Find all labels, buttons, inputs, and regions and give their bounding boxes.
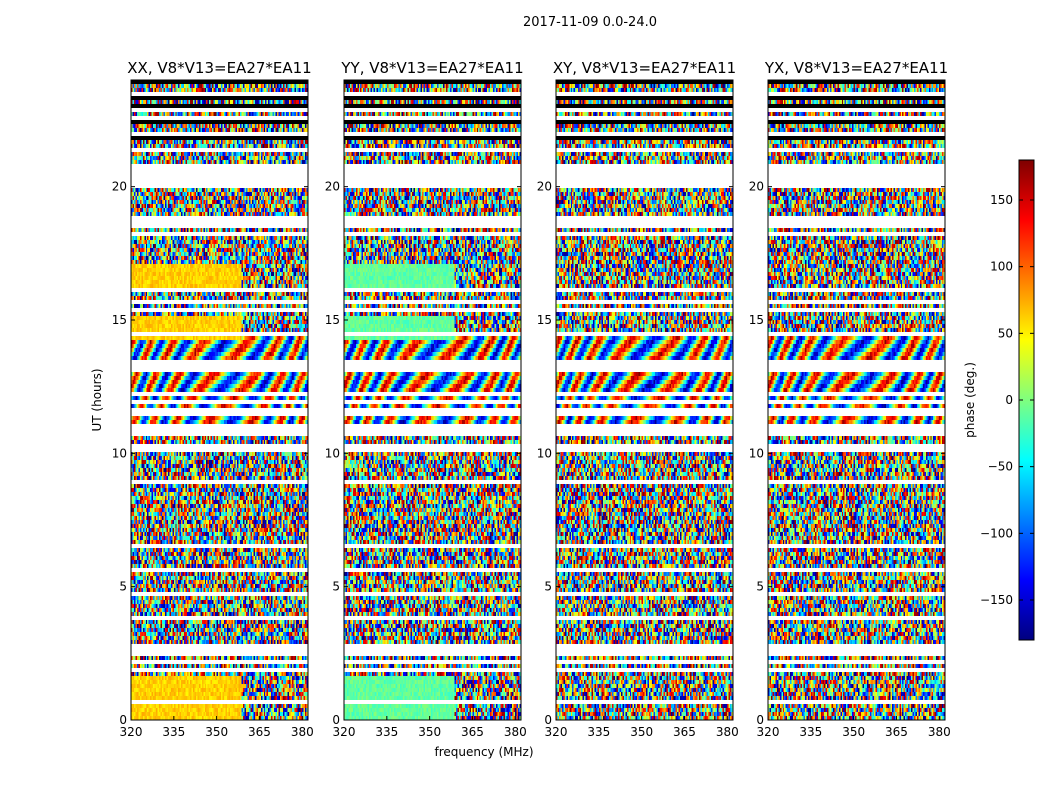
y-tick-label: 0 (544, 713, 552, 727)
y-tick-label: 15 (325, 313, 340, 327)
y-tick-label: 10 (537, 446, 552, 460)
colorbar-tick-label: 100 (990, 260, 1013, 274)
y-tick-label: 0 (332, 713, 340, 727)
panel-frame (767, 79, 946, 721)
x-tick-label: 380 (504, 725, 527, 739)
y-tick-label: 15 (749, 313, 764, 327)
y-tick-label: 20 (112, 180, 127, 194)
colorbar-label: phase (deg.) (963, 362, 977, 438)
x-tick-label: 335 (799, 725, 822, 739)
panel-title: YY, V8*V13=EA27*EA11 (340, 59, 523, 77)
colorbar-tick-label: −150 (980, 593, 1013, 607)
x-tick-label: 335 (587, 725, 610, 739)
phase-heatmap (131, 80, 308, 720)
panel-title: XX, V8*V13=EA27*EA11 (127, 59, 311, 77)
colorbar-tick-label: 150 (990, 193, 1013, 207)
figure-text: 2017-11-09 0.0-24.0 frequency (MHz) UT (… (90, 15, 977, 759)
panel-4: YX, V8*V13=EA27*EA11 320 335 350 365 380 0 5 10 1… (749, 59, 951, 739)
x-tick-label: 320 (120, 725, 143, 739)
y-tick-label: 0 (756, 713, 764, 727)
colorbar: 150 100 50 0 −50 −100 −150 (980, 159, 1035, 641)
y-tick-label: 15 (112, 313, 127, 327)
x-tick-label: 365 (673, 725, 696, 739)
colorbar-tick-label: −50 (988, 460, 1013, 474)
panel-frame (343, 79, 522, 721)
x-tick-label: 380 (716, 725, 739, 739)
figure-title: 2017-11-09 0.0-24.0 (523, 15, 657, 30)
x-tick-label: 350 (630, 725, 653, 739)
y-tick-label: 10 (749, 446, 764, 460)
phase-heatmap (556, 80, 733, 720)
panel-frame (555, 79, 734, 721)
x-tick-label: 335 (162, 725, 185, 739)
colorbar-tick-label: 0 (1005, 393, 1013, 407)
panel-3: XY, V8*V13=EA27*EA11 320 335 350 365 380 0 5 10 1… (537, 59, 739, 739)
phase-heatmap (768, 80, 945, 720)
x-tick-label: 365 (461, 725, 484, 739)
panel-title: XY, V8*V13=EA27*EA11 (553, 59, 736, 77)
y-tick-label: 20 (749, 180, 764, 194)
panel-2: YY, V8*V13=EA27*EA11 320 335 350 365 380 0 5 10 1… (325, 59, 527, 739)
x-tick-label: 365 (248, 725, 271, 739)
y-tick-label: 10 (325, 446, 340, 460)
panel-1: XX, V8*V13=EA27*EA11 320 335 350 365 380 0 5 10 1… (112, 59, 314, 739)
y-tick-label: 10 (112, 446, 127, 460)
y-tick-label: 5 (544, 580, 552, 594)
y-tick-label: 5 (332, 580, 340, 594)
y-tick-label: 20 (537, 180, 552, 194)
x-tick-label: 380 (291, 725, 314, 739)
x-axis-label: frequency (MHz) (434, 745, 533, 759)
colorbar-tick-label: −100 (980, 526, 1013, 540)
y-tick-label: 5 (119, 580, 127, 594)
x-tick-label: 320 (333, 725, 356, 739)
y-tick-label: 0 (119, 713, 127, 727)
x-tick-label: 380 (928, 725, 951, 739)
y-tick-label: 5 (756, 580, 764, 594)
x-tick-label: 350 (842, 725, 865, 739)
y-axis-label: UT (hours) (90, 368, 104, 431)
x-tick-label: 350 (205, 725, 228, 739)
x-tick-label: 320 (545, 725, 568, 739)
y-tick-label: 15 (537, 313, 552, 327)
x-tick-label: 335 (375, 725, 398, 739)
panels-layer: XX, V8*V13=EA27*EA11 320 335 350 365 380 0 5 10 1… (112, 59, 951, 739)
panel-title: YX, V8*V13=EA27*EA11 (764, 59, 948, 77)
x-tick-label: 350 (418, 725, 441, 739)
phase-heatmap (344, 80, 521, 720)
panel-frame (130, 79, 309, 721)
colorbar-tick-label: 50 (998, 326, 1013, 340)
y-tick-label: 20 (325, 180, 340, 194)
x-tick-label: 365 (885, 725, 908, 739)
x-tick-label: 320 (757, 725, 780, 739)
